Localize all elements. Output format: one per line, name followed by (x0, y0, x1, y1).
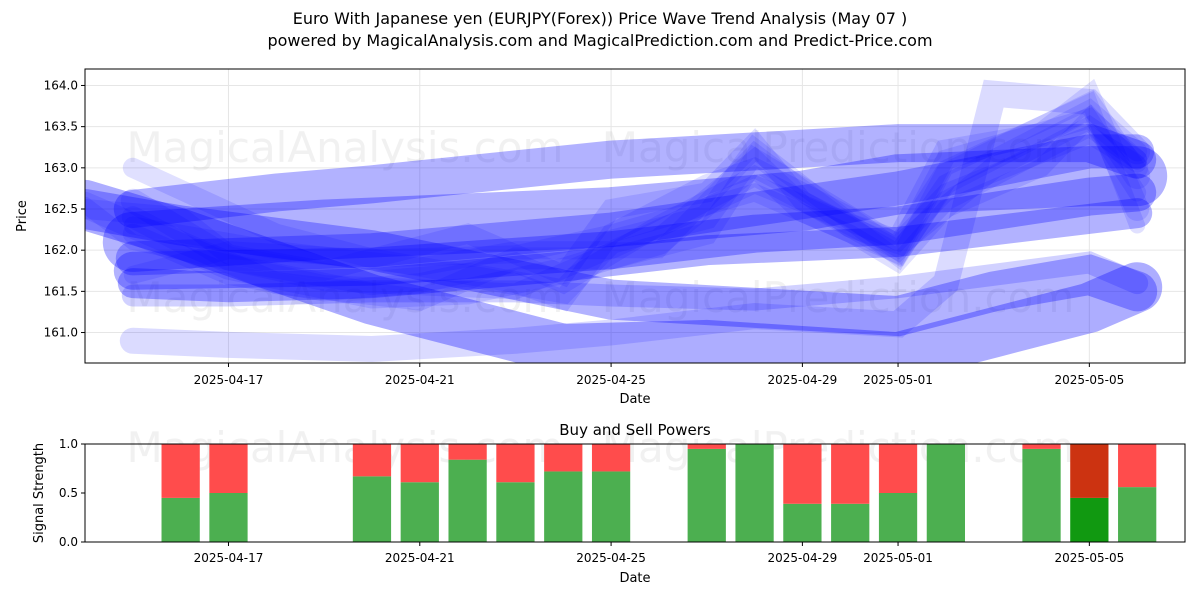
y-tick-label: 163.5 (44, 120, 78, 134)
power-y-tick-label: 1.0 (59, 437, 78, 451)
buy-bar (448, 459, 487, 542)
watermark-text: MagicalAnalysis.com (127, 273, 564, 322)
power-x-tick-label: 2025-04-29 (768, 551, 838, 565)
wave-series-group (85, 78, 1168, 363)
wave-series-13 (85, 189, 1158, 337)
sell-bar (687, 444, 726, 449)
x-tick-label: 2025-04-21 (385, 373, 455, 387)
buy-bar (783, 503, 822, 542)
power-y-tick-label: 0.0 (59, 535, 78, 549)
wave-series-3 (122, 114, 1148, 302)
wave-series-4 (85, 98, 1148, 288)
wave-series-15 (85, 179, 1163, 363)
x-axis-label: Date (619, 392, 650, 407)
power-x-tick-label: 2025-04-17 (194, 551, 264, 565)
buy-bar (926, 444, 965, 542)
plot-background (85, 69, 1185, 363)
x-tick-label: 2025-04-25 (576, 373, 646, 387)
sell-bar (544, 444, 583, 472)
watermark-group: MagicalAnalysis.com MagicalPrediction.com… (127, 123, 1075, 322)
sell-bar (161, 444, 200, 498)
watermark-text: MagicalPrediction.com (602, 273, 1075, 322)
y-tick-label: 162.5 (44, 202, 78, 216)
power-x-tick-label: 2025-05-01 (863, 551, 933, 565)
sell-bar (591, 444, 631, 472)
buy-bar (831, 503, 870, 542)
wave-series-6 (122, 107, 1148, 312)
sell-bar (783, 444, 822, 504)
x-tick-label: 2025-05-01 (863, 373, 933, 387)
buy-bar (591, 471, 631, 542)
power-plot-background (85, 444, 1185, 542)
wave-series-9 (113, 124, 1157, 228)
sell-bar (496, 444, 535, 483)
y-tick-label: 162.0 (44, 243, 78, 257)
power-y-axis-label: Signal Strength (32, 443, 47, 543)
buy-bar (735, 444, 774, 542)
buy-bar (1118, 487, 1157, 542)
y-tick-label: 161.0 (44, 326, 78, 340)
sell-bar (400, 444, 439, 483)
wave-series-5 (123, 124, 1147, 276)
sell-bar (878, 444, 918, 493)
wave-series-7 (123, 104, 1147, 284)
buy-bar (1070, 497, 1109, 542)
buy-bar (687, 448, 726, 542)
y-axis-label: Price (15, 200, 30, 232)
buy-bar (209, 493, 248, 542)
buy-bar (1022, 448, 1061, 542)
power-x-axis-label: Date (619, 571, 650, 586)
sell-bar (1022, 444, 1061, 449)
watermark-text: MagicalPrediction.com (602, 123, 1075, 172)
power-y-tick-label: 0.5 (59, 486, 78, 500)
chart-title-line2: powered by MagicalAnalysis.com and Magic… (267, 31, 933, 50)
wave-series-1 (120, 78, 1150, 305)
wave-series-10 (115, 134, 1155, 276)
buy-bar (544, 471, 583, 542)
plot-frame (84, 68, 1186, 364)
buy-bar (161, 497, 200, 542)
sell-bar (209, 444, 248, 493)
wave-series-8 (85, 91, 1146, 300)
buy-bar (352, 476, 392, 542)
y-tick-label: 161.5 (44, 284, 78, 298)
chart-title-line1: Euro With Japanese yen (EURJPY(Forex)) P… (292, 9, 908, 28)
sell-bar (1118, 444, 1157, 488)
buy-bar (496, 482, 535, 542)
sell-bar (448, 444, 487, 460)
x-tick-label: 2025-04-29 (768, 373, 838, 387)
watermark-text: MagicalAnalysis.com (127, 123, 564, 172)
sell-bar (1070, 444, 1109, 498)
power-x-tick-label: 2025-04-21 (385, 551, 455, 565)
wave-series-11 (113, 173, 1157, 290)
x-tick-label: 2025-05-05 (1054, 373, 1124, 387)
wave-series-14 (117, 198, 1153, 303)
buy-bar (878, 493, 918, 542)
sell-bar (352, 444, 392, 477)
x-tick-label: 2025-04-17 (194, 373, 264, 387)
power-x-tick-label: 2025-04-25 (576, 551, 646, 565)
sell-bar (831, 444, 870, 504)
wave-series-12 (102, 146, 1168, 272)
wave-series-2 (121, 104, 1149, 311)
y-tick-label: 163.0 (44, 161, 78, 175)
y-tick-label: 164.0 (44, 78, 78, 92)
wave-series-0 (85, 89, 1151, 309)
power-x-tick-label: 2025-05-05 (1054, 551, 1124, 565)
wave-series-17 (119, 79, 1151, 363)
wave-chart: MagicalAnalysis.com MagicalPrediction.com… (15, 68, 1186, 407)
power-chart-title: Buy and Sell Powers (559, 421, 711, 439)
buy-bar (400, 482, 439, 542)
power-chart: MagicalAnalysis.comMagicalPrediction.com… (32, 421, 1186, 586)
wave-series-16 (121, 251, 1149, 311)
